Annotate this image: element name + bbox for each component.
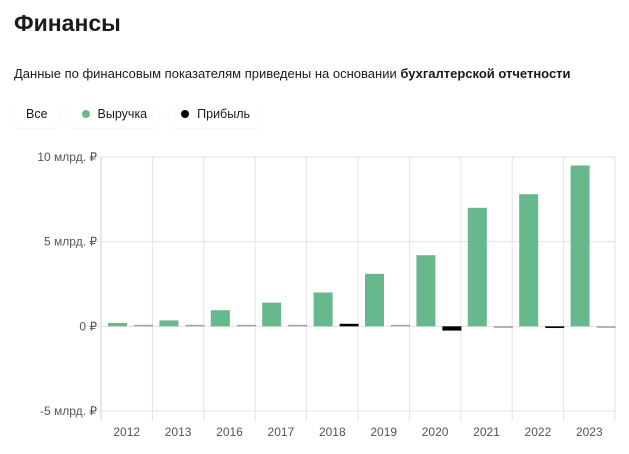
bar-profit-2020 [442, 326, 462, 331]
filter-revenue-label: Выручка [97, 107, 148, 121]
bar-profit-2019 [391, 324, 410, 327]
bar-revenue-2019 [365, 273, 384, 327]
bar-profit-2013 [185, 324, 205, 327]
filter-profit-label: Прибыль [197, 107, 251, 121]
bar-revenue-2017 [262, 302, 282, 327]
bar-profit-2022 [545, 326, 565, 329]
subtitle-text: Данные по финансовым показателям приведе… [14, 66, 401, 81]
x-tick-label: 2012 [113, 425, 140, 439]
profit-dot-icon [181, 110, 190, 118]
x-tick-label: 2020 [422, 425, 449, 439]
x-tick-label: 2019 [370, 425, 397, 439]
filter-all-label: Все [26, 107, 48, 121]
filter-profit[interactable]: Прибыль [169, 100, 263, 128]
y-tick-label: -5 млрд. ₽ [40, 404, 97, 418]
x-tick-label: 2016 [216, 425, 243, 439]
bar-revenue-2022 [519, 194, 539, 327]
bar-profit-2023 [596, 326, 616, 328]
bar-profit-2012 [134, 324, 153, 327]
bar-profit-2017 [288, 324, 308, 327]
bar-revenue-2016 [210, 310, 230, 327]
filter-all[interactable]: Все [14, 100, 60, 128]
bar-profit-2016 [236, 324, 256, 327]
bar-revenue-2012 [108, 322, 127, 327]
x-tick-label: 2023 [576, 425, 603, 439]
page-title: Финансы [14, 10, 121, 36]
filter-revenue[interactable]: Выручка [69, 100, 160, 128]
bar-profit-2021 [493, 326, 513, 328]
y-tick-label: 10 млрд. ₽ [37, 150, 97, 164]
bar-revenue-2023 [570, 165, 590, 327]
bar-revenue-2013 [159, 320, 179, 327]
revenue-dot-icon [81, 110, 90, 118]
y-tick-label: 0 ₽ [79, 319, 97, 333]
bar-revenue-2021 [467, 207, 487, 327]
bar-profit-2018 [339, 323, 359, 327]
x-tick-label: 2018 [319, 425, 346, 439]
x-tick-label: 2022 [525, 425, 552, 439]
bar-revenue-2018 [313, 292, 333, 327]
x-tick-label: 2013 [165, 425, 192, 439]
y-tick-label: 5 млрд. ₽ [44, 235, 97, 249]
report-link[interactable]: бухгалтерской отчетности [400, 66, 571, 81]
x-tick-label: 2017 [268, 425, 295, 439]
x-tick-label: 2021 [473, 425, 500, 439]
filter-bar: Все Выручка Прибыль [14, 100, 263, 128]
subtitle: Данные по финансовым показателям приведе… [14, 66, 571, 81]
bar-revenue-2020 [416, 255, 436, 327]
